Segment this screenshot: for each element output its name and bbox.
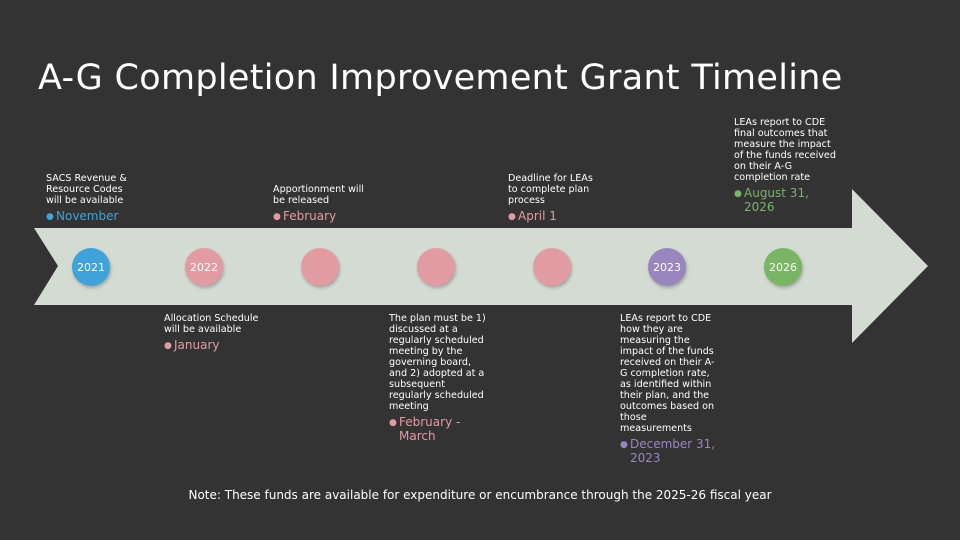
event-plan-adoption: The plan must be 1) discussed at a regul… <box>389 313 489 443</box>
timeline-arrow-shape <box>34 189 928 343</box>
event-apportionment: Apportionment will be released ● February <box>273 184 378 224</box>
timeline-node <box>417 248 455 286</box>
event-impact-report: LEAs report to CDE how they are measurin… <box>620 313 720 465</box>
event-plan-deadline: Deadline for LEAs to complete plan proce… <box>508 173 603 224</box>
event-description: LEAs report to CDE how they are measurin… <box>620 313 715 434</box>
event-date: ● January <box>164 338 220 352</box>
bullet-icon: ● <box>620 440 628 450</box>
event-date: ● December 31, 2023 <box>620 437 716 465</box>
event-date: ● February - March <box>389 415 461 443</box>
bullet-icon: ● <box>273 212 281 222</box>
timeline-node <box>533 248 571 286</box>
bullet-icon: ● <box>508 212 516 222</box>
event-date: ● August 31, 2026 <box>734 186 809 214</box>
event-sacs-codes: SACS Revenue & Resource Codes will be av… <box>46 173 141 224</box>
page-title: A-G Completion Improvement Grant Timelin… <box>38 58 843 98</box>
bullet-icon: ● <box>389 418 397 428</box>
timeline-node <box>301 248 339 286</box>
event-date: ● April 1 <box>508 209 557 223</box>
event-date: ● February <box>273 209 337 223</box>
bullet-icon: ● <box>734 189 742 199</box>
timeline-node-2021: 2021 <box>72 248 110 286</box>
event-description: Deadline for LEAs to complete plan proce… <box>508 173 593 206</box>
bullet-icon: ● <box>164 341 172 351</box>
event-description: LEAs report to CDE final outcomes that m… <box>734 117 836 183</box>
footnote: Note: These funds are available for expe… <box>188 488 772 502</box>
event-allocation-schedule: Allocation Schedule will be available ● J… <box>164 313 259 353</box>
timeline-node-2026: 2026 <box>764 248 802 286</box>
event-description: Apportionment will be released <box>273 184 364 206</box>
event-description: The plan must be 1) discussed at a regul… <box>389 313 486 412</box>
event-description: SACS Revenue & Resource Codes will be av… <box>46 173 127 206</box>
timeline-node-2022: 2022 <box>185 248 223 286</box>
event-final-outcomes: LEAs report to CDE final outcomes that m… <box>734 117 839 214</box>
timeline-node-2023: 2023 <box>648 248 686 286</box>
event-description: Allocation Schedule will be available <box>164 313 259 335</box>
bullet-icon: ● <box>46 212 54 222</box>
event-date: ● November <box>46 209 119 223</box>
